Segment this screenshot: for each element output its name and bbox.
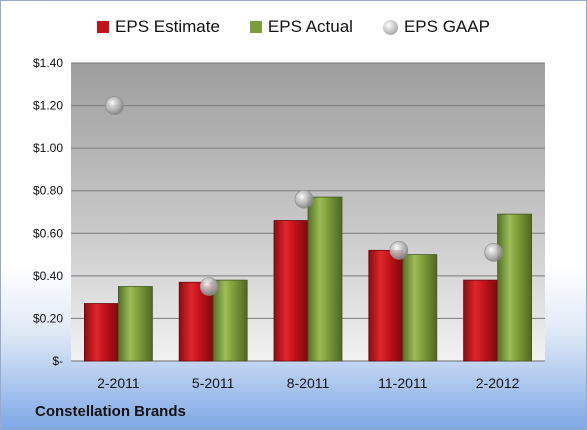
estimate-bar <box>178 281 214 362</box>
legend-label-actual: EPS Actual <box>267 17 353 36</box>
gaap-point <box>105 96 124 115</box>
x-tick-label: 2-2011 <box>97 375 140 391</box>
actual-bar <box>307 196 343 362</box>
y-tick-label: $1.00 <box>33 141 63 155</box>
gaap-point <box>294 189 314 209</box>
y-tick-label: $0.40 <box>33 269 63 283</box>
y-tick-label: $- <box>52 354 63 368</box>
y-tick-label: $0.80 <box>33 184 63 198</box>
y-tick-label: $0.60 <box>33 226 63 240</box>
y-tick-label: $1.40 <box>33 56 63 70</box>
actual-bar <box>212 279 248 362</box>
estimate-bar <box>273 220 309 362</box>
x-tick-label: 8-2011 <box>287 375 330 391</box>
actual-bar <box>402 254 438 362</box>
legend-item-gaap: EPS GAAP <box>382 17 490 37</box>
legend-label-estimate: EPS Estimate <box>115 17 220 36</box>
gaap-point <box>389 241 409 260</box>
y-axis-ticks: $- $0.20 $0.40 $0.60 $0.80 $1.00 $1.20 $1.40 <box>33 56 63 368</box>
estimate-bar <box>84 303 119 362</box>
estimate-bar <box>368 249 404 362</box>
x-axis-ticks: 2-2011 5-2011 8-2011 11-2011 2-2012 <box>97 375 519 391</box>
company-name: Constellation Brands <box>35 403 186 420</box>
x-tick-label: 11-2011 <box>378 375 428 391</box>
gaap-point <box>484 243 503 262</box>
legend-swatch-gaap <box>382 19 398 35</box>
x-tick-label: 2-2012 <box>476 375 520 391</box>
legend-item-estimate: EPS Estimate <box>97 17 220 37</box>
legend-swatch-actual <box>249 21 262 33</box>
y-tick-label: $1.20 <box>33 99 63 113</box>
actual-bar <box>497 213 533 362</box>
y-tick-label: $0.20 <box>33 311 63 325</box>
x-tick-label: 5-2011 <box>192 375 235 391</box>
actual-bar <box>118 286 153 362</box>
bars <box>84 196 533 362</box>
gaap-point <box>199 277 219 296</box>
estimate-bar <box>463 279 499 362</box>
legend-swatch-estimate <box>97 21 110 33</box>
legend-label-gaap: EPS GAAP <box>403 17 490 36</box>
gaap-points <box>105 96 503 296</box>
legend-item-actual: EPS Actual <box>249 17 353 37</box>
legend: EPS Estimate EPS Actual EPS GAAP <box>1 17 586 37</box>
